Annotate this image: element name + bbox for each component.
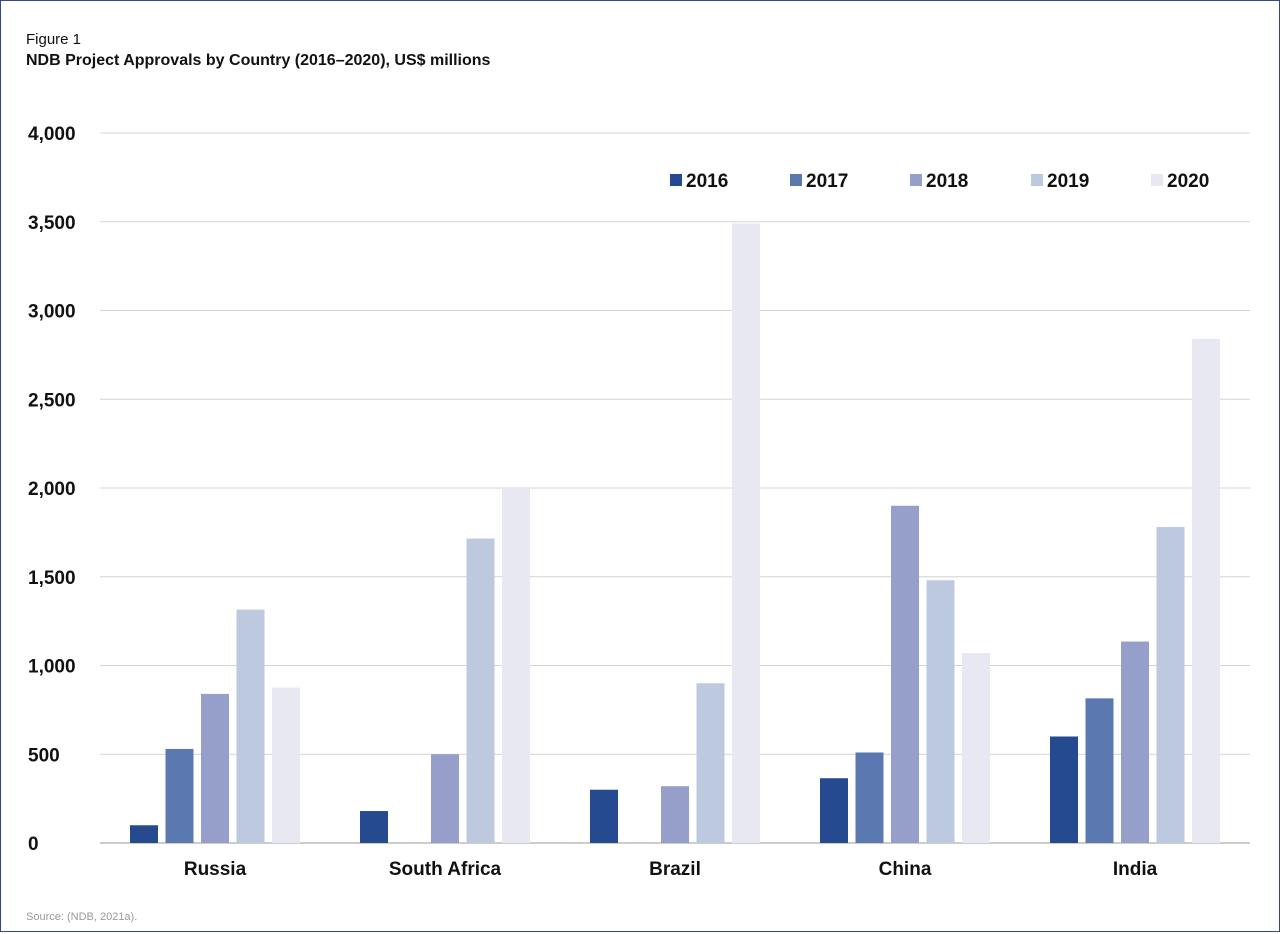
bar-china-2016 [820,778,848,843]
y-tick-label: 4,000 [28,124,76,145]
bar-india-2020 [1192,338,1220,843]
legend-swatch-2020 [1151,174,1163,186]
legend-label-2017: 2017 [806,171,848,192]
bar-brazil-2020 [732,223,760,843]
x-tick-label: Brazil [649,859,701,880]
y-tick-label: 500 [28,745,60,766]
legend-label-2020: 2020 [1167,171,1209,192]
bar-russia-2019 [236,609,265,843]
figure-label: Figure 1 [26,31,82,48]
y-tick-label: 2,000 [28,479,76,500]
y-tick-label: 0 [28,834,39,855]
bar-brazil-2018 [661,786,689,843]
legend-swatch-2016 [670,174,682,186]
bar-south-africa-2018 [431,754,459,843]
x-tick-label: Russia [184,859,247,880]
bar-south-africa-2019 [466,538,495,843]
x-tick-label: South Africa [389,859,502,880]
legend-label-2018: 2018 [926,171,968,192]
y-tick-label: 1,000 [28,657,76,678]
y-tick-label: 3,000 [28,302,76,323]
legend-label-2019: 2019 [1047,171,1089,192]
source-note: Source: (NDB, 2021a). [26,911,138,923]
legend-swatch-2018 [910,174,922,186]
bar-india-2018 [1121,641,1149,843]
x-tick-label: China [879,859,932,880]
bar-south-africa-2016 [360,811,388,843]
bar-india-2019 [1156,527,1185,843]
y-tick-label: 3,500 [28,213,76,234]
bar-china-2017 [855,752,884,843]
bar-brazil-2019 [696,683,725,843]
y-tick-label: 1,500 [28,568,76,589]
legend-swatch-2017 [790,174,802,186]
bar-china-2019 [926,580,955,843]
y-tick-label: 2,500 [28,390,76,411]
bar-india-2016 [1050,736,1078,843]
bar-russia-2018 [201,693,229,843]
x-tick-label: India [1113,859,1158,880]
bar-india-2017 [1085,698,1114,843]
bar-russia-2020 [272,687,300,843]
figure-title: NDB Project Approvals by Country (2016–2… [26,52,491,69]
legend-swatch-2019 [1031,174,1043,186]
bar-china-2018 [891,505,919,843]
bar-russia-2017 [165,748,194,843]
bar-russia-2016 [130,825,158,843]
bar-south-africa-2020 [502,488,530,843]
legend-label-2016: 2016 [686,171,728,192]
bar-china-2020 [962,653,990,843]
bar-brazil-2016 [590,789,618,843]
